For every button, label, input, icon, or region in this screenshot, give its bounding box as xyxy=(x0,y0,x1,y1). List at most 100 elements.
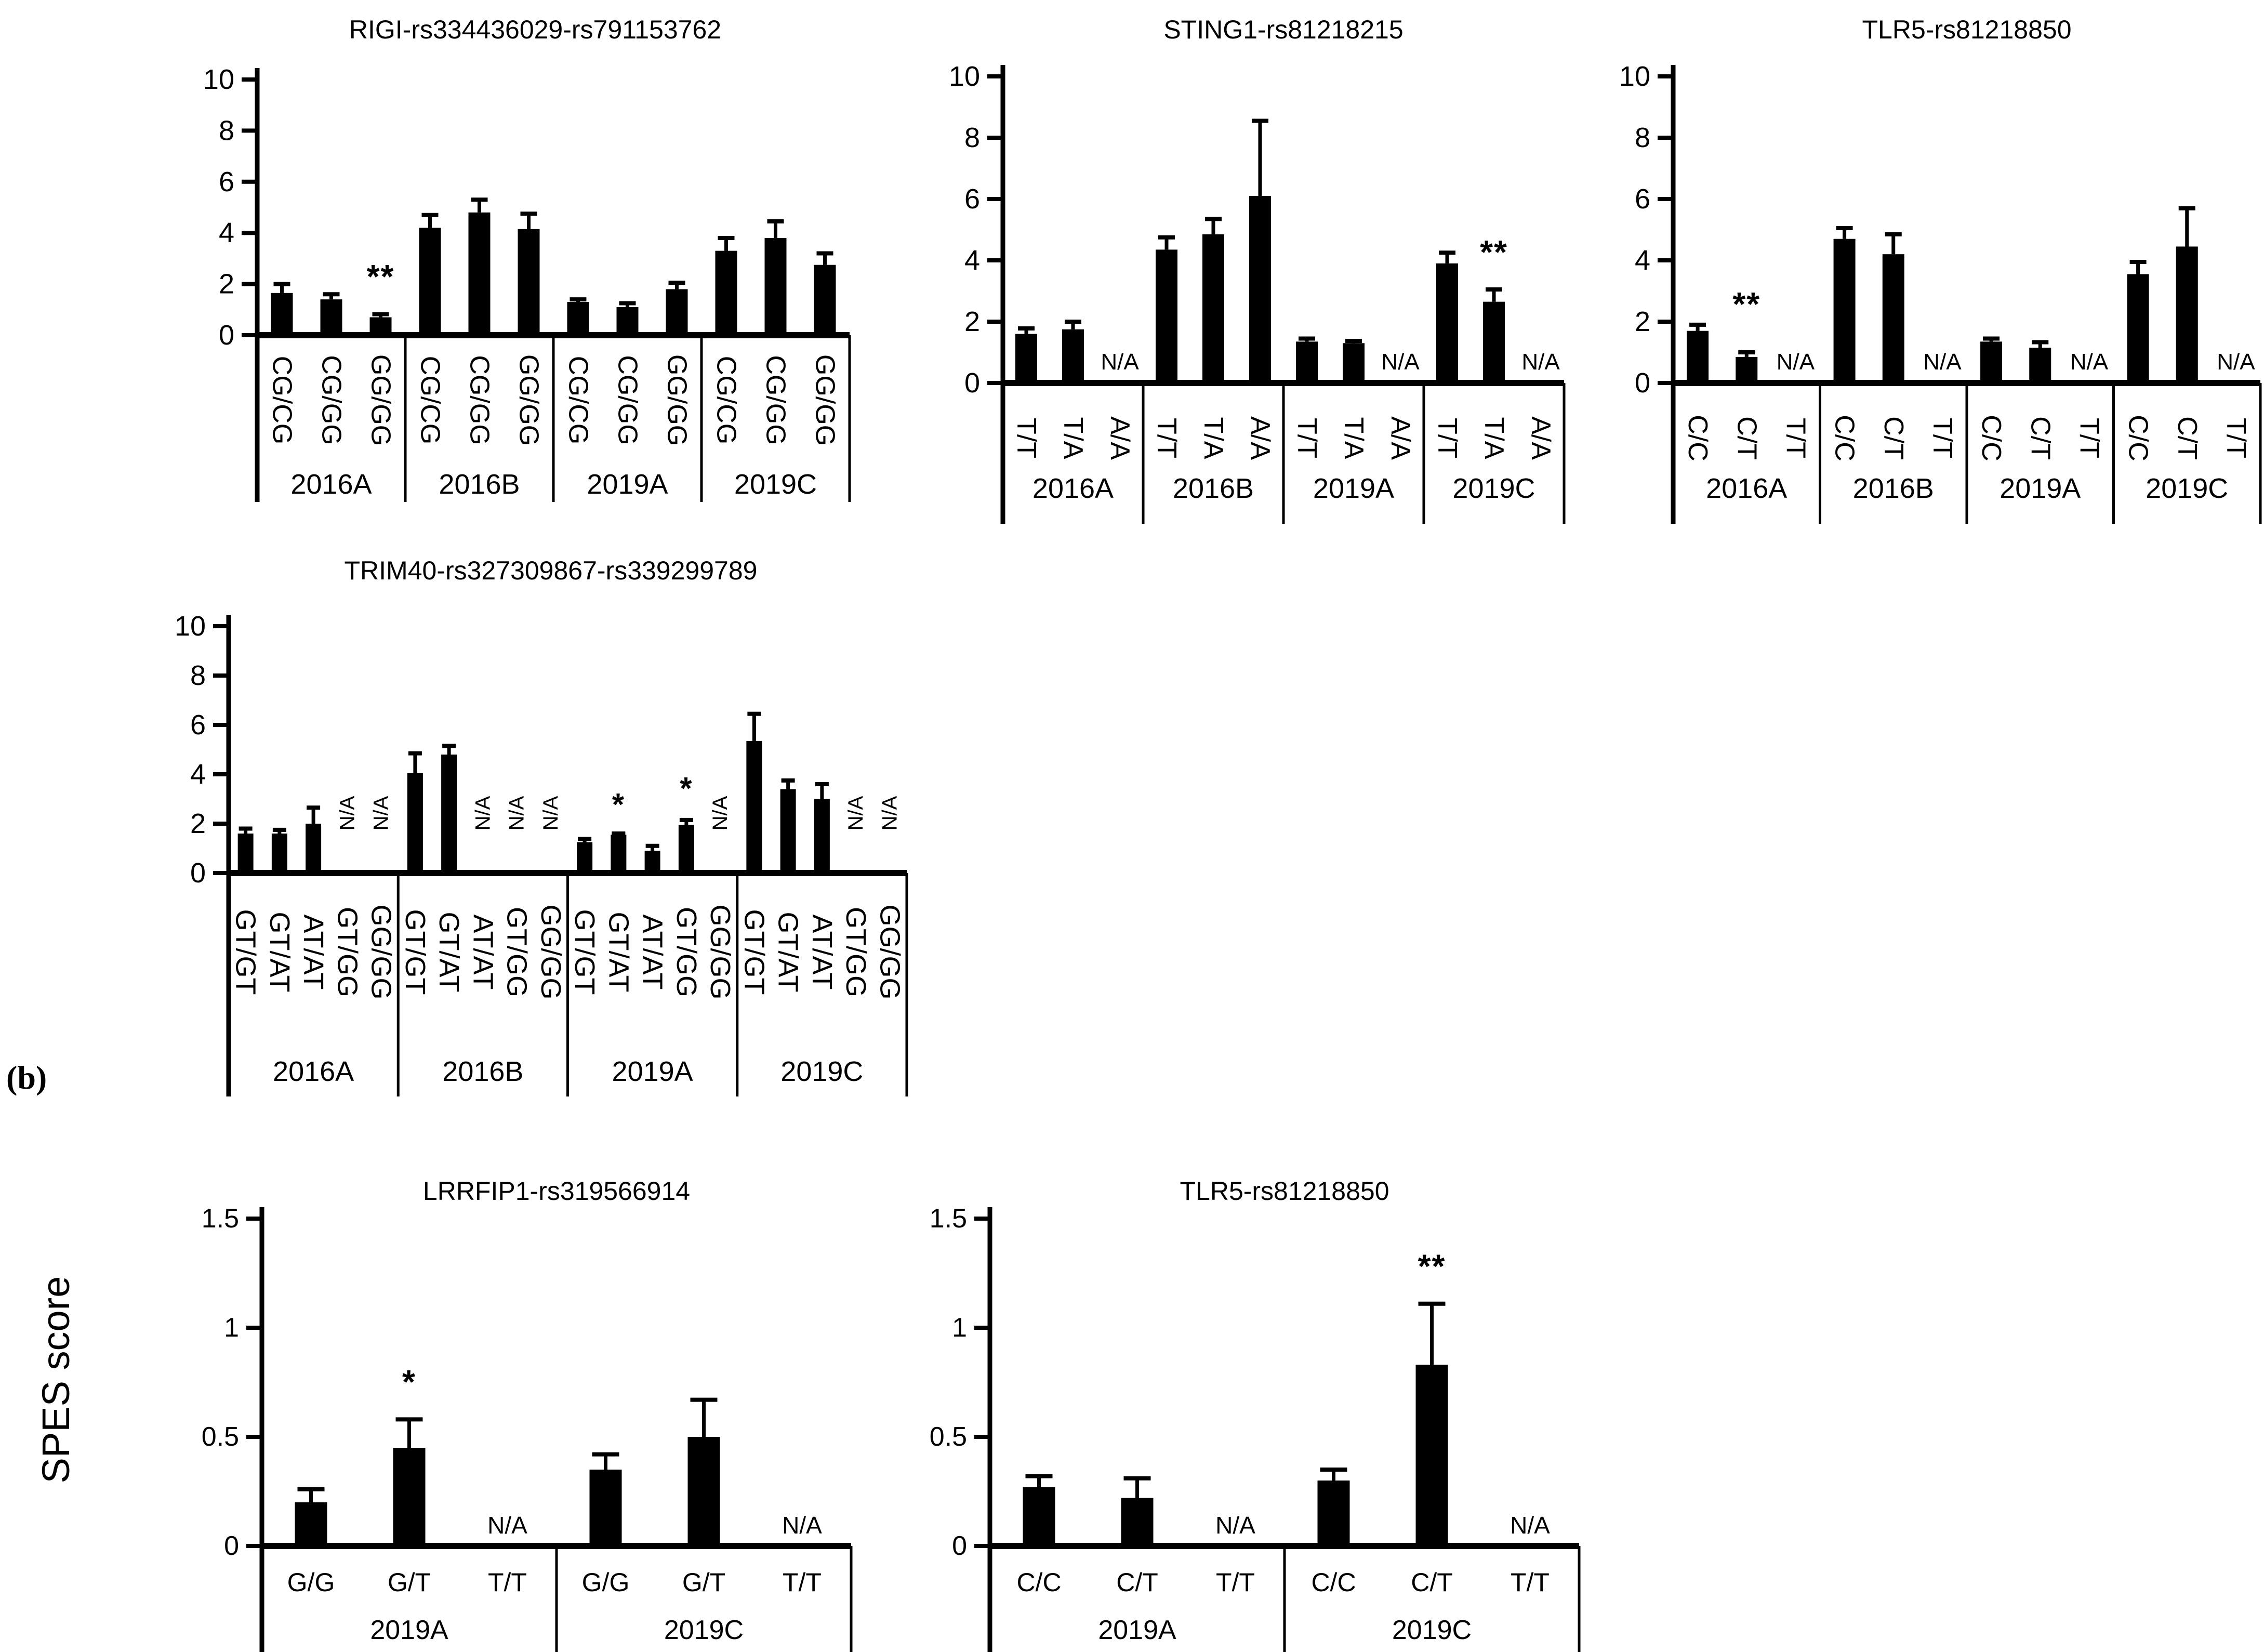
chart-title: RIGI-rs334436029-rs791153762 xyxy=(349,15,721,44)
group-label: 2016A xyxy=(290,469,372,500)
bar xyxy=(518,229,540,335)
group-label: 2019C xyxy=(734,469,817,500)
na-label: N/A xyxy=(844,796,867,830)
sig-marker: ** xyxy=(1732,285,1760,323)
genotype-label: C/C xyxy=(1311,1568,1356,1597)
genotype-label: GG/GG xyxy=(810,354,840,446)
group-label: 2019A xyxy=(612,1056,693,1087)
bar xyxy=(2176,246,2198,383)
bar xyxy=(1023,1487,1055,1546)
bar xyxy=(814,265,836,335)
bar xyxy=(419,228,441,335)
group-label: 2019C xyxy=(780,1056,863,1087)
bar xyxy=(611,835,627,873)
y-tick-label: 0 xyxy=(219,320,234,351)
bar xyxy=(1156,249,1177,383)
genotype-label: G/G xyxy=(582,1568,630,1597)
group-label: 2019A xyxy=(370,1615,448,1645)
genotype-label: CG/CG xyxy=(415,356,445,444)
genotype-label: C/T xyxy=(2025,416,2055,460)
genotype-label: T/T xyxy=(1151,418,1182,458)
genotype-label: GT/GG xyxy=(671,907,702,997)
genotype-label: AT/AT xyxy=(298,915,329,990)
na-label: N/A xyxy=(1381,349,1420,375)
group-label: 2016B xyxy=(439,469,520,500)
genotype-label: G/T xyxy=(682,1568,725,1597)
group-label: 2016A xyxy=(1032,473,1114,504)
y-tick-label: 4 xyxy=(190,759,206,790)
genotype-label: T/T xyxy=(1292,418,1322,458)
bar xyxy=(644,851,660,873)
bar xyxy=(678,825,694,873)
genotype-label: GG/GG xyxy=(535,904,566,999)
genotype-label: A/A xyxy=(1526,416,1556,460)
genotype-label: C/T xyxy=(1731,416,1762,460)
bar xyxy=(441,755,457,873)
bar xyxy=(1343,343,1365,383)
y-tick-label: 10 xyxy=(949,61,980,92)
genotype-label: T/T xyxy=(783,1568,822,1597)
chart-title: TLR5-rs81218850 xyxy=(1180,1177,1389,1206)
bar xyxy=(715,250,737,335)
bar xyxy=(1121,1498,1154,1546)
bar xyxy=(1980,341,2003,383)
genotype-label: AT/AT xyxy=(637,915,668,990)
sig-marker: * xyxy=(680,771,693,806)
genotype-label: C/C xyxy=(1683,415,1713,461)
chart-trim40: TRIM40-rs327309867-rs339299789 0 2 4 6 8 10 201… xyxy=(175,556,908,1096)
genotype-label: CG/CG xyxy=(563,356,593,444)
bar xyxy=(687,1437,720,1546)
y-tick-label: 6 xyxy=(964,183,980,215)
y-tick-label: 0.5 xyxy=(202,1422,239,1452)
genotype-label: GG/GG xyxy=(705,904,736,999)
bar xyxy=(589,1470,622,1546)
chart-tlr5a: TLR5-rs81218850 0 2 4 6 8 10 2016A C/C C/T ** T/T N/… xyxy=(1619,15,2262,524)
genotype-label: A/A xyxy=(1105,416,1135,460)
genotype-label: GT/GG xyxy=(501,907,533,997)
bar xyxy=(306,824,322,873)
bar xyxy=(295,1502,327,1546)
chart-lrrfip1: LRRFIP1-rs319566914 0 0.5 1 1.5 2019A G/G G/T * T… xyxy=(202,1177,853,1652)
na-label: N/A xyxy=(2070,349,2109,375)
genotype-label: T/A xyxy=(1058,417,1088,459)
genotype-label: G/G xyxy=(287,1568,335,1597)
bar xyxy=(666,289,688,335)
y-tick-label: 10 xyxy=(203,64,234,95)
na-label: N/A xyxy=(471,796,494,830)
bar xyxy=(1202,234,1224,383)
y-tick-label: 2 xyxy=(190,808,206,839)
y-tick-label: 10 xyxy=(175,611,206,642)
genotype-label: T/T xyxy=(1927,418,1957,458)
group-label: 2019C xyxy=(664,1615,744,1645)
genotype-label: C/T xyxy=(1878,416,1909,460)
na-label: N/A xyxy=(1923,349,1962,375)
na-label: N/A xyxy=(487,1512,527,1539)
sig-marker: * xyxy=(612,787,625,822)
bar xyxy=(577,842,593,873)
genotype-label: A/A xyxy=(1385,416,1415,460)
genotype-label: T/A xyxy=(1339,417,1369,459)
bar xyxy=(616,307,639,335)
na-label: N/A xyxy=(878,796,901,830)
y-tick-label: 0 xyxy=(952,1531,967,1561)
na-label: N/A xyxy=(1215,1512,1255,1539)
bar xyxy=(780,789,796,873)
y-tick-label: 1.5 xyxy=(202,1204,239,1234)
genotype-label: C/C xyxy=(1976,415,2006,461)
group-label: 2019A xyxy=(1313,473,1394,504)
bar xyxy=(1833,239,1856,383)
y-tick-label: 8 xyxy=(1635,122,1650,153)
genotype-label: GT/AT xyxy=(603,912,634,993)
na-label: N/A xyxy=(1101,349,1139,375)
genotype-label: GT/AT xyxy=(433,912,465,993)
genotype-label: T/A xyxy=(1198,417,1228,459)
genotype-label: T/T xyxy=(1432,418,1462,458)
y-tick-label: 6 xyxy=(219,166,234,197)
genotype-label: GG/GG xyxy=(514,354,544,446)
chart-sting1: STING1-rs81218215 0 2 4 6 8 10 2016A T/T T/A A/A N/… xyxy=(949,15,1566,524)
sig-marker: ** xyxy=(367,258,395,295)
bar xyxy=(1015,334,1037,383)
bar xyxy=(2029,348,2051,383)
genotype-label: A/A xyxy=(1245,416,1275,460)
